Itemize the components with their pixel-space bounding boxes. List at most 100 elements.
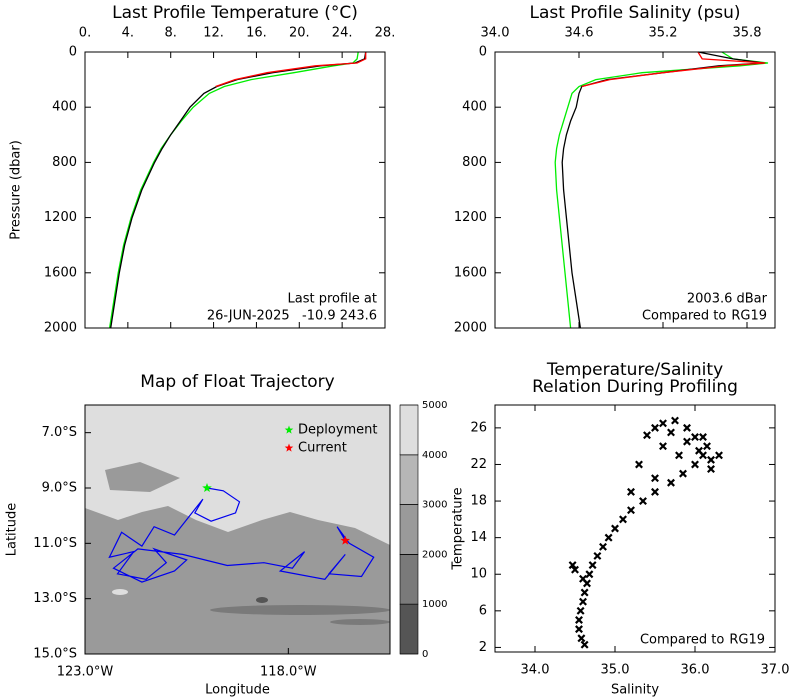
colorbar-segment xyxy=(399,454,419,505)
y-tick-label: 11.0°S xyxy=(33,536,77,551)
comparison-label: Compared to xyxy=(640,633,724,648)
plot-frame xyxy=(84,51,386,329)
y-tick-label: 18 xyxy=(470,494,487,509)
y-tick-label: 800 xyxy=(52,155,77,170)
data-point xyxy=(579,597,587,606)
reference-name: RG19 xyxy=(731,309,767,324)
colorbar-segment xyxy=(399,504,419,555)
y-tick-label: 22 xyxy=(470,457,487,472)
x-tick-label: 0. xyxy=(79,26,91,41)
bathymetry-ridge xyxy=(330,619,390,625)
x-tick-label: 118.0°W xyxy=(260,665,317,680)
data-point xyxy=(604,533,613,542)
y-axis-label: Pressure (dbar) xyxy=(9,140,24,240)
y-tick-label: 800 xyxy=(462,155,487,170)
float-position xyxy=(202,483,212,492)
x-tick-label: 34.0 xyxy=(521,663,550,678)
plot-frame xyxy=(494,404,776,653)
colorbar-tick-label: 3000 xyxy=(422,500,447,511)
x-tick-label: 37.0 xyxy=(761,663,790,678)
data-point xyxy=(667,428,675,437)
data-point xyxy=(599,542,607,551)
data-point xyxy=(703,442,711,451)
x-tick-label: 28. xyxy=(375,26,396,41)
x-tick-label: 35.2 xyxy=(649,26,678,41)
x-tick-label: 34.0 xyxy=(481,26,510,41)
legend-label: Deployment xyxy=(298,423,378,438)
y-tick-label: 10 xyxy=(470,567,487,582)
colorbar-tick-label: 4000 xyxy=(422,450,447,461)
colorbar-tick-label: 2000 xyxy=(422,549,447,560)
y-tick-label: 2000 xyxy=(454,321,487,336)
chart-title: Last Profile Salinity (psu) xyxy=(529,3,740,23)
legend-label: Current xyxy=(298,441,347,456)
colorbar-segment xyxy=(399,554,419,605)
y-tick-label: 1200 xyxy=(454,210,487,225)
data-point xyxy=(627,506,635,515)
profile-line xyxy=(215,52,367,88)
data-point xyxy=(619,515,627,524)
y-tick-label: 0 xyxy=(479,45,487,60)
y-tick-label: 7.0°S xyxy=(42,425,77,440)
data-point xyxy=(639,497,647,506)
data-point xyxy=(683,423,691,432)
data-point xyxy=(579,574,587,583)
data-point xyxy=(580,588,589,597)
annotation: Last profile at xyxy=(288,292,377,307)
data-point xyxy=(683,437,691,446)
colorbar-tick-label: 0 xyxy=(422,649,428,660)
y-tick-label: 1600 xyxy=(44,265,77,280)
data-point xyxy=(691,460,699,469)
data-point xyxy=(659,442,667,451)
data-point xyxy=(707,455,715,464)
annotation: 26-JUN-2025 -10.9 243.6 xyxy=(207,309,377,324)
data-point xyxy=(571,565,579,574)
y-tick-label: 2000 xyxy=(44,321,77,336)
profile-line xyxy=(561,51,764,329)
bathymetry-ridge xyxy=(210,605,390,615)
chart-title: Last Profile Temperature (°C) xyxy=(112,3,358,23)
y-tick-label: 1200 xyxy=(44,210,77,225)
data-point xyxy=(715,451,723,460)
data-point xyxy=(659,419,667,428)
data-point xyxy=(593,551,602,560)
colorbar-segment xyxy=(399,603,419,655)
x-tick-label: 24. xyxy=(332,26,353,41)
profile-line xyxy=(110,51,367,329)
data-point xyxy=(695,446,703,455)
colorbar-tick-label: 5000 xyxy=(422,400,447,411)
data-point xyxy=(675,451,683,460)
profile-line xyxy=(554,51,769,329)
chart-title: Temperature/Salinity xyxy=(546,360,723,380)
y-tick-label: 1600 xyxy=(454,265,487,280)
data-point xyxy=(577,634,586,643)
profile-line xyxy=(581,51,766,88)
plot-frame xyxy=(494,51,776,329)
reference-name: RG19 xyxy=(729,633,765,648)
x-tick-label: 34.6 xyxy=(565,26,594,41)
y-tick-label: 9.0°S xyxy=(42,481,77,496)
data-point xyxy=(691,433,699,441)
data-point xyxy=(667,478,675,487)
float-position xyxy=(340,535,350,545)
data-point xyxy=(671,416,679,425)
y-tick-label: 2 xyxy=(479,640,487,655)
data-point xyxy=(635,460,643,469)
data-point xyxy=(699,433,707,441)
x-tick-label: 16. xyxy=(246,26,267,41)
plot-frame xyxy=(84,404,391,655)
y-tick-label: 14 xyxy=(470,530,487,545)
chart-title: Relation During Profiling xyxy=(532,377,738,397)
data-point xyxy=(588,561,597,570)
x-axis-label: Longitude xyxy=(205,683,270,698)
colorbar-segment xyxy=(399,404,419,456)
x-tick-label: 8. xyxy=(165,26,177,41)
data-point xyxy=(651,423,659,432)
chart-title: Map of Float Trajectory xyxy=(140,372,334,392)
x-tick-label: 12. xyxy=(203,26,224,41)
y-tick-label: 0 xyxy=(69,45,77,60)
legend-marker xyxy=(284,425,294,434)
data-point xyxy=(707,465,715,474)
